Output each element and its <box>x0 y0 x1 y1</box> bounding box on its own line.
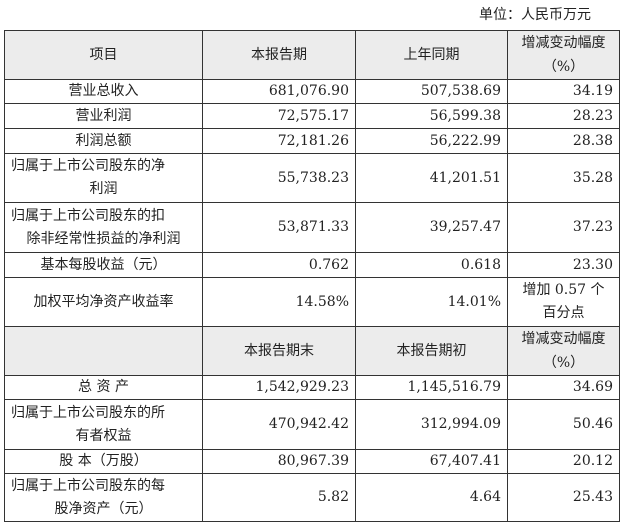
unit-label: 单位：人民币万元 <box>479 7 591 23</box>
row-label-text: 股净资产（元） <box>54 500 153 517</box>
row-label: 归属于上市公司股东的所有者权益 <box>4 399 203 450</box>
column-header <box>4 326 203 376</box>
row-label-text: 总 资 产 <box>78 379 129 395</box>
table-row: 归属于上市公司股东的净 利润 55,738.23 41,201.51 35.28 <box>4 153 620 203</box>
change-value-text: 25.43 <box>572 489 613 505</box>
row-label-text: 加权平均净资产收益率 <box>33 293 174 310</box>
change-value: 50.46 <box>507 399 620 450</box>
change-value: 35.28 <box>507 153 620 203</box>
header-row: 本报告期末 本报告期初 增减变动幅度 （%） <box>4 326 620 376</box>
table-row: 股 本（万股） 80,967.39 67,407.41 20.12 <box>4 449 620 474</box>
change-value: 34.19 <box>507 79 620 104</box>
row-label-text: 有者权益 <box>75 427 132 444</box>
table-row: 营业总收入 681,076.90 507,538.69 34.19 <box>4 79 620 104</box>
current-value: 80,967.39 <box>202 449 356 474</box>
current-value: 53,871.33 <box>202 202 356 253</box>
table-row: 归属于上市公司股东的扣 除非经常性损益的净利润 53,871.33 39,257.47… <box>4 202 620 253</box>
row-label-text: 利润 <box>89 181 118 197</box>
current-value: 14.58% <box>202 277 356 327</box>
change-value: 37.23 <box>507 202 620 253</box>
change-value: 28.38 <box>507 128 620 154</box>
column-header-change-text: （%） <box>542 355 585 371</box>
column-header-change-text: 增减变动幅度 <box>521 331 606 347</box>
change-value-text: 百分点 <box>542 305 585 321</box>
table-row: 归属于上市公司股东的每 股净资产（元） 5.82 4.64 25.43 <box>4 473 620 522</box>
header-row: 项目 本报告期 上年同期 增减变动幅度 （%） <box>4 30 620 80</box>
change-value: 23.30 <box>507 252 620 278</box>
table-row: 加权平均净资产收益率 14.58% 14.01% 增加 0.57 个百分点 <box>4 277 620 327</box>
column-header-change-text: 增减变动幅度 <box>521 35 606 51</box>
change-value-text: 28.23 <box>572 107 613 124</box>
current-value: 1,542,929.23 <box>202 375 356 400</box>
row-label: 股 本（万股） <box>4 449 203 474</box>
row-label: 利润总额 <box>4 128 203 154</box>
change-value: 20.12 <box>507 449 620 474</box>
change-value-text: 增加 0.57 个 <box>522 282 605 298</box>
change-value-text: 28.38 <box>572 132 613 149</box>
current-value: 72,575.17 <box>202 103 356 129</box>
column-header-change: 增减变动幅度 （%） <box>507 326 620 376</box>
row-label: 归属于上市公司股东的每股净资产（元） <box>4 473 203 522</box>
current-value: 0.762 <box>202 252 356 278</box>
change-value: 25.43 <box>507 473 620 522</box>
table-row: 基本每股收益（元） 0.762 0.618 23.30 <box>4 252 620 278</box>
row-label-text: 归属于上市公司股东的扣 <box>11 207 165 224</box>
previous-value: 39,257.47 <box>355 202 508 253</box>
change-value-text: 23.30 <box>572 256 613 273</box>
table-row: 总 资 产 1,542,929.23 1,145,516.79 34.69 <box>4 375 620 400</box>
current-value: 72,181.26 <box>202 128 356 154</box>
table-row: 营业利润 72,575.17 56,599.38 28.23 <box>4 103 620 129</box>
previous-value: 14.01% <box>355 277 508 327</box>
previous-value: 41,201.51 <box>355 153 508 203</box>
current-value: 681,076.90 <box>202 79 356 104</box>
column-header-change: 增减变动幅度 （%） <box>507 30 620 80</box>
change-value-text: 35.28 <box>572 169 613 186</box>
row-label-text: 归属于上市公司股东的所 <box>11 404 165 421</box>
change-value-text: 37.23 <box>572 219 613 235</box>
change-value-text: 34.69 <box>572 379 613 395</box>
row-label-text: 营业总收入 <box>68 83 139 99</box>
column-header: 本报告期末 <box>202 326 356 376</box>
row-label-text: 除非经常性损益的净利润 <box>26 230 181 247</box>
change-value-text: 34.19 <box>572 83 613 99</box>
table-row: 利润总额 72,181.26 56,222.99 28.38 <box>4 128 620 154</box>
current-value: 470,942.42 <box>202 399 356 450</box>
column-header: 本报告期初 <box>355 326 508 376</box>
row-label: 归属于上市公司股东的净利润 <box>4 153 203 203</box>
row-label-text: 营业利润 <box>75 107 132 124</box>
current-value: 55,738.23 <box>202 153 356 203</box>
financial-summary-table: 项目 本报告期 上年同期 增减变动幅度 （%） 营业总收入 681,076.90 507,53… <box>4 30 620 522</box>
row-label: 总 资 产 <box>4 375 203 400</box>
row-label-text: 股 本（万股） <box>59 453 148 469</box>
previous-value: 56,599.38 <box>355 103 508 129</box>
previous-value: 507,538.69 <box>355 79 508 104</box>
row-label-text: 利润总额 <box>75 132 132 149</box>
row-label: 加权平均净资产收益率 <box>4 277 203 327</box>
previous-value: 56,222.99 <box>355 128 508 154</box>
previous-value: 312,994.09 <box>355 399 508 450</box>
previous-value: 1,145,516.79 <box>355 375 508 400</box>
column-header: 项目 <box>4 30 203 80</box>
change-value-text: 50.46 <box>572 416 613 432</box>
previous-value: 4.64 <box>355 473 508 522</box>
change-value: 34.69 <box>507 375 620 400</box>
table-row: 归属于上市公司股东的所 有者权益 470,942.42 312,994.09 50.46 <box>4 399 620 450</box>
row-label-text: 归属于上市公司股东的每 <box>11 477 165 494</box>
previous-value: 0.618 <box>355 252 508 278</box>
row-label: 归属于上市公司股东的扣除非经常性损益的净利润 <box>4 202 203 253</box>
row-label-text: 基本每股收益（元） <box>40 256 167 273</box>
row-label: 营业总收入 <box>4 79 203 104</box>
column-header-change-text: （%） <box>542 59 585 75</box>
row-label-text: 归属于上市公司股东的净 <box>11 158 165 174</box>
row-label: 基本每股收益（元） <box>4 252 203 278</box>
column-header: 本报告期 <box>202 30 356 80</box>
current-value: 5.82 <box>202 473 356 522</box>
previous-value: 67,407.41 <box>355 449 508 474</box>
column-header: 上年同期 <box>355 30 508 80</box>
change-value: 增加 0.57 个百分点 <box>507 277 620 327</box>
row-label: 营业利润 <box>4 103 203 129</box>
change-value: 28.23 <box>507 103 620 129</box>
change-value-text: 20.12 <box>572 453 613 469</box>
